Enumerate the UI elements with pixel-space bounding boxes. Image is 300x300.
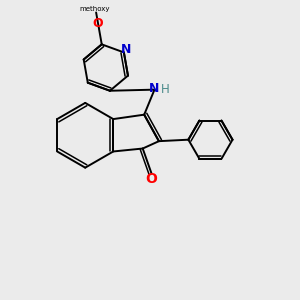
Text: O: O [93,17,103,30]
Text: H: H [160,83,169,96]
Text: N: N [149,82,159,95]
Text: methoxy: methoxy [80,6,110,12]
Text: N: N [121,43,131,56]
Text: O: O [146,172,158,186]
